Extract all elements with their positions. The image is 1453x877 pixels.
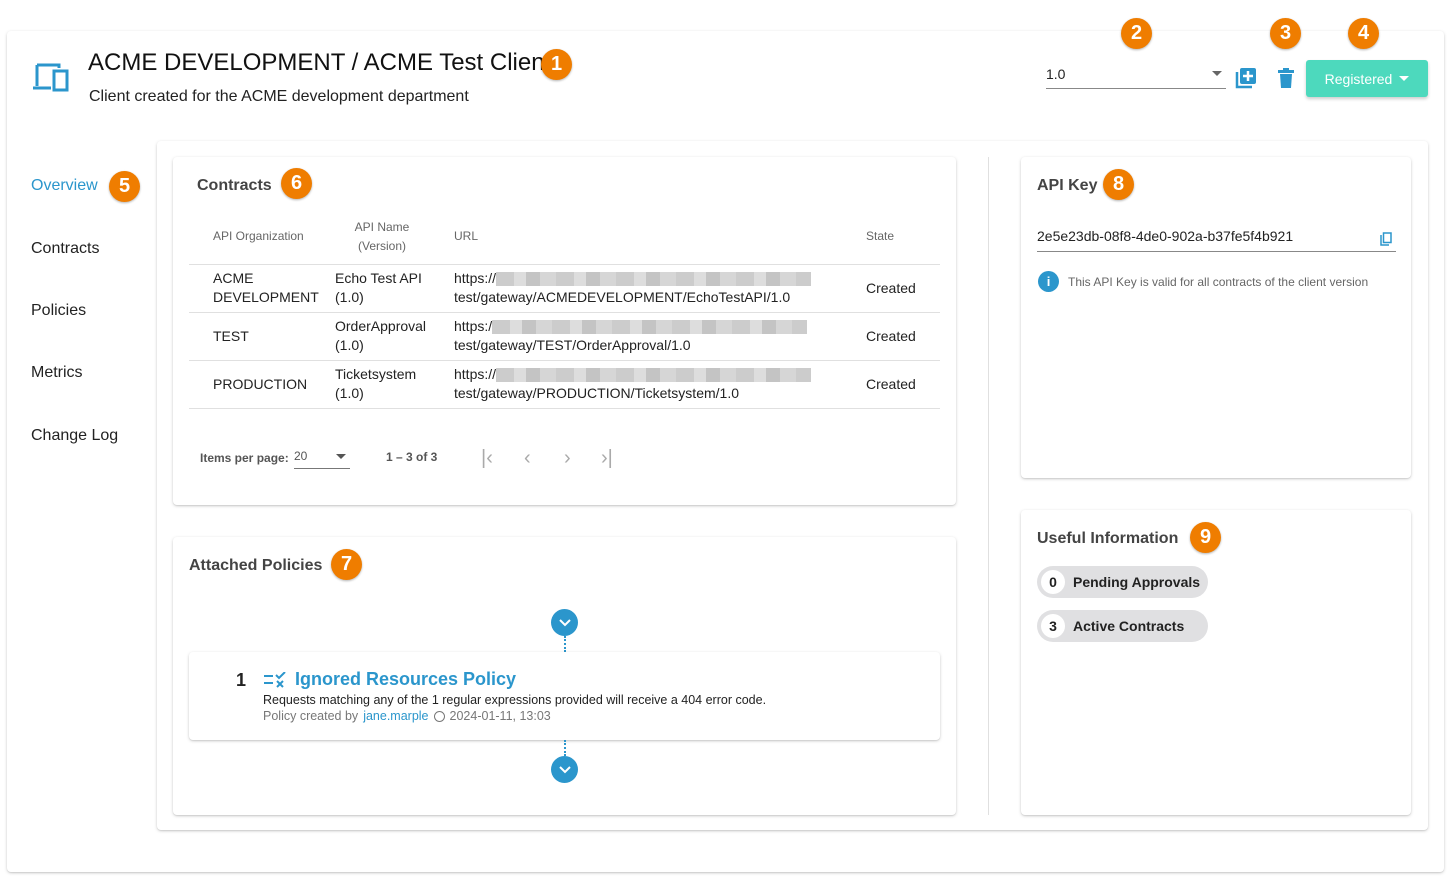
previous-page-icon[interactable]: ‹ <box>524 447 531 469</box>
table-row[interactable]: TEST OrderApproval (1.0) https:/ test/gat… <box>189 311 940 360</box>
api-key-card <box>1021 157 1411 478</box>
active-contracts-chip[interactable]: 3 Active Contracts <box>1037 610 1208 642</box>
api-org: TEST <box>189 311 335 360</box>
expand-chevron-icon[interactable] <box>551 609 578 636</box>
next-page-icon[interactable]: › <box>564 447 571 469</box>
useful-info-title: Useful Information <box>1037 530 1179 547</box>
dropdown-arrow-icon <box>1212 71 1222 81</box>
status-label: Registered <box>1324 70 1393 87</box>
url-path: test/gateway/TEST/OrderApproval/1.0 <box>454 337 691 353</box>
api-name: Ticketsystem (1.0) <box>335 359 454 408</box>
api-url: https:/ test/gateway/TEST/OrderApproval/1… <box>454 311 866 360</box>
page-title: ACME DEVELOPMENT / ACME Test Client <box>88 49 552 76</box>
annotation-badge: 2 <box>1121 18 1152 49</box>
policies-title: Attached Policies <box>189 557 323 574</box>
author-link[interactable]: jane.marple <box>363 709 429 723</box>
contracts-title: Contracts <box>197 177 272 194</box>
api-org: ACME DEVELOPMENT <box>189 263 335 312</box>
connector-line <box>564 636 566 652</box>
url-path: test/gateway/ACMEDEVELOPMENT/EchoTestAPI… <box>454 289 791 305</box>
last-page-icon[interactable]: ›| <box>601 447 613 469</box>
policy-name-link[interactable]: Ignored Resources Policy <box>295 669 517 689</box>
contract-state: Created <box>866 311 940 360</box>
policy-index: 1 <box>236 670 247 690</box>
dropdown-arrow-icon <box>1399 76 1410 86</box>
policy-item[interactable] <box>189 652 940 740</box>
expand-chevron-icon[interactable] <box>551 756 578 783</box>
sidebar-item-policies[interactable]: Policies <box>31 302 87 319</box>
api-key-info: This API Key is valid for all contracts … <box>1068 275 1369 289</box>
sidebar-item-metrics[interactable]: Metrics <box>31 364 83 381</box>
api-key-value: 2e5e23db-08f8-4de0-902a-b37fe5f4b921 <box>1037 228 1294 244</box>
page-subtitle: Client created for the ACME development … <box>89 88 469 105</box>
contract-state: Created <box>866 263 940 312</box>
contracts-table: API Organization API Name (Version) URL … <box>189 210 940 409</box>
version-select[interactable]: 1.0 <box>1046 62 1226 89</box>
copy-icon[interactable] <box>1380 232 1392 246</box>
api-url: https:// test/gateway/ACMEDEVELOPMENT/Ech… <box>454 263 866 312</box>
policy-meta: Policy created by jane.marple 2024-01-11… <box>263 709 551 723</box>
annotation-badge: 9 <box>1190 522 1221 553</box>
chip-count: 3 <box>1041 614 1065 638</box>
redacted-host <box>496 368 812 383</box>
table-row[interactable]: PRODUCTION Ticketsystem (1.0) https:// te… <box>189 359 940 408</box>
column-header: URL <box>454 229 479 244</box>
api-name: OrderApproval (1.0) <box>335 311 454 360</box>
annotation-badge: 6 <box>281 168 312 199</box>
client-devices-icon <box>33 63 69 92</box>
sidebar-item-contracts[interactable]: Contracts <box>31 240 100 257</box>
redacted-host <box>496 272 812 287</box>
policy-timestamp: 2024-01-11, 13:03 <box>449 709 551 723</box>
ignored-resources-icon <box>264 672 286 688</box>
sidebar-item-change-log[interactable]: Change Log <box>31 427 119 444</box>
items-per-page-value: 20 <box>294 449 308 463</box>
annotation-badge: 1 <box>541 49 572 80</box>
chip-label: Active Contracts <box>1073 618 1185 634</box>
annotation-badge: 8 <box>1103 169 1134 200</box>
chip-count: 0 <box>1041 570 1065 594</box>
annotation-badge: 7 <box>331 549 362 580</box>
column-header: API Name (Version) <box>354 219 410 253</box>
url-path: test/gateway/PRODUCTION/Ticketsystem/1.0 <box>454 385 739 401</box>
policy-description: Requests matching any of the 1 regular e… <box>263 693 767 707</box>
table-row[interactable]: ACME DEVELOPMENT Echo Test API (1.0) htt… <box>189 263 940 312</box>
annotation-badge: 4 <box>1348 18 1379 49</box>
pending-approvals-chip[interactable]: 0 Pending Approvals <box>1037 566 1208 598</box>
sidebar-item-overview[interactable]: Overview <box>31 177 98 194</box>
status-registered-button[interactable]: Registered <box>1306 60 1428 97</box>
items-per-page-label: Items per page: <box>200 451 289 465</box>
api-org: PRODUCTION <box>189 359 335 408</box>
chip-label: Pending Approvals <box>1073 574 1201 590</box>
url-prefix: https:/ <box>454 318 493 334</box>
items-per-page-select[interactable]: 20 <box>294 449 350 469</box>
url-prefix: https:// <box>454 366 497 382</box>
contract-state: Created <box>866 359 940 408</box>
column-header: State <box>866 229 895 244</box>
api-key-field[interactable]: 2e5e23db-08f8-4de0-902a-b37fe5f4b921 <box>1037 228 1396 252</box>
delete-trash-icon[interactable] <box>1278 68 1294 88</box>
info-icon: i <box>1038 271 1059 292</box>
connector-line <box>564 740 566 756</box>
api-name: Echo Test API (1.0) <box>335 263 454 312</box>
new-version-icon[interactable] <box>1235 67 1257 89</box>
useful-info-card <box>1021 510 1411 815</box>
first-page-icon[interactable]: |‹ <box>481 447 493 469</box>
created-by-label: Policy created by <box>263 709 359 723</box>
page-range: 1 – 3 of 3 <box>386 450 438 464</box>
annotation-badge: 5 <box>109 171 140 202</box>
api-key-title: API Key <box>1037 177 1098 194</box>
dropdown-arrow-icon <box>336 454 346 464</box>
redacted-host <box>492 320 808 335</box>
url-prefix: https:// <box>454 270 497 286</box>
api-url: https:// test/gateway/PRODUCTION/Ticketsy… <box>454 359 866 408</box>
version-value: 1.0 <box>1046 66 1066 82</box>
column-divider <box>988 157 989 815</box>
annotation-badge: 3 <box>1270 18 1301 49</box>
clock-icon <box>433 710 445 722</box>
column-header: API Organization <box>213 229 304 244</box>
